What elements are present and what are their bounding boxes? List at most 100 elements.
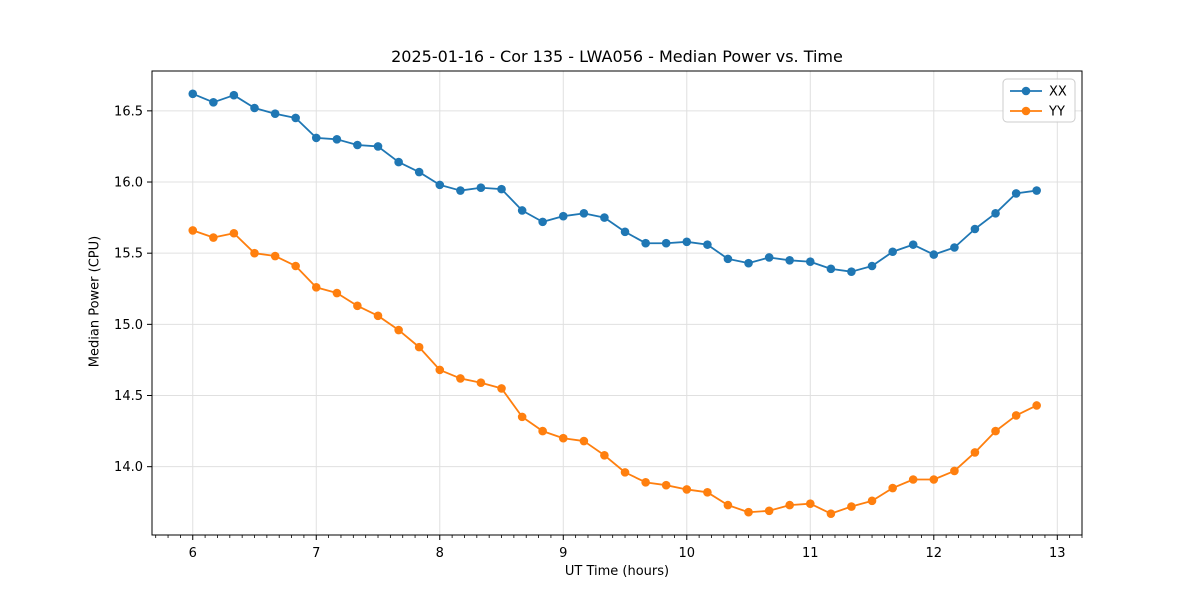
x-tick-label: 12 xyxy=(926,546,943,561)
legend-marker-sample xyxy=(1021,86,1031,96)
series-marker-xx xyxy=(785,256,794,265)
series-marker-xx xyxy=(970,224,980,234)
series-marker-xx xyxy=(497,184,506,194)
series-marker-yy xyxy=(332,288,342,298)
chart-title: 2025-01-16 - Cor 135 - LWA056 - Median P… xyxy=(391,47,843,66)
series-marker-xx xyxy=(188,89,198,99)
series-line-yy xyxy=(192,229,1038,515)
series-marker-xx xyxy=(394,157,403,167)
series-marker-xx xyxy=(703,240,712,249)
series-marker-yy xyxy=(538,426,547,436)
series-marker-xx xyxy=(723,254,733,264)
y-tick-label: 16.0 xyxy=(114,176,143,191)
series-marker-yy xyxy=(908,475,918,484)
series-marker-yy xyxy=(970,448,980,457)
y-tick-label: 16.5 xyxy=(114,104,143,119)
legend-label: YY xyxy=(1048,105,1065,120)
series-marker-yy xyxy=(558,433,568,443)
series-marker-xx xyxy=(538,217,547,227)
legend-label: XX xyxy=(1049,85,1067,100)
series-marker-yy xyxy=(826,509,836,518)
y-tick-label: 14.5 xyxy=(114,389,143,404)
series-marker-xx xyxy=(435,180,445,190)
series-marker-yy xyxy=(950,466,959,476)
x-tick-label: 6 xyxy=(189,546,197,561)
x-tick-label: 8 xyxy=(436,546,444,561)
series-marker-yy xyxy=(229,228,239,238)
series-marker-xx xyxy=(661,238,671,248)
series-marker-yy xyxy=(311,283,321,292)
series-marker-xx xyxy=(373,142,383,151)
series-marker-yy xyxy=(785,500,794,510)
series-marker-yy xyxy=(661,480,671,490)
y-tick-label: 14.0 xyxy=(114,460,143,475)
series-marker-xx xyxy=(250,103,259,113)
series-marker-yy xyxy=(600,450,609,460)
series-marker-yy xyxy=(497,384,506,393)
series-marker-xx xyxy=(867,261,877,271)
series-marker-yy xyxy=(1011,411,1021,420)
series-marker-yy xyxy=(270,251,280,261)
series-marker-xx xyxy=(991,209,1000,218)
y-axis-label: Median Power (CPU) xyxy=(87,235,103,368)
legend-item-yy: YY xyxy=(1010,105,1065,120)
plot-frame xyxy=(151,70,1083,536)
series-marker-yy xyxy=(703,488,712,497)
series-marker-yy xyxy=(476,378,486,388)
series-marker-yy xyxy=(867,496,877,506)
series-marker-yy xyxy=(744,507,753,517)
series-marker-xx xyxy=(847,267,856,276)
legend-marker-sample xyxy=(1021,106,1031,116)
series-marker-xx xyxy=(682,237,692,247)
series-marker-yy xyxy=(805,499,815,508)
x-tick-label: 10 xyxy=(679,546,696,561)
y-tick-label: 15.5 xyxy=(114,247,143,262)
x-tick-label: 9 xyxy=(559,546,567,561)
series-marker-yy xyxy=(188,226,198,235)
series-marker-yy xyxy=(991,426,1000,436)
x-axis-label: UT Time (hours) xyxy=(564,564,670,579)
series-marker-yy xyxy=(353,301,362,311)
series-marker-yy xyxy=(579,436,589,446)
series-marker-yy xyxy=(373,311,383,321)
legend: XX YY xyxy=(1002,78,1076,123)
series-marker-yy xyxy=(435,365,445,375)
series-marker-xx xyxy=(1011,189,1021,198)
series-marker-xx xyxy=(476,183,486,193)
series-marker-yy xyxy=(620,468,630,477)
series-marker-xx xyxy=(270,109,280,118)
series-marker-xx xyxy=(950,243,959,252)
series-marker-yy xyxy=(723,500,733,510)
series-marker-xx xyxy=(311,133,321,143)
series-marker-xx xyxy=(353,140,362,150)
series-marker-xx xyxy=(558,211,568,221)
series-marker-xx xyxy=(929,250,939,259)
series-marker-xx xyxy=(1032,186,1041,195)
series-marker-yy xyxy=(456,374,465,383)
series-marker-yy xyxy=(641,478,650,487)
series-marker-xx xyxy=(826,264,836,274)
series-marker-xx xyxy=(641,238,650,248)
series-marker-xx xyxy=(620,227,630,237)
series-marker-xx xyxy=(209,98,218,107)
series-marker-xx xyxy=(888,247,897,257)
series-marker-xx xyxy=(908,240,918,249)
y-tick-label: 15.0 xyxy=(114,318,143,333)
x-tick-label: 13 xyxy=(1049,546,1066,561)
series-marker-yy xyxy=(847,502,856,511)
series-marker-yy xyxy=(1032,401,1041,410)
series-marker-yy xyxy=(929,475,939,484)
series-marker-yy xyxy=(291,261,300,271)
series-marker-yy xyxy=(250,248,259,258)
series-marker-yy xyxy=(517,412,527,422)
legend-item-xx: XX xyxy=(1010,85,1067,100)
series-marker-xx xyxy=(600,213,609,222)
x-tick-label: 7 xyxy=(312,546,320,561)
series-marker-yy xyxy=(682,485,692,494)
series-marker-xx xyxy=(456,186,465,195)
series-marker-xx xyxy=(764,253,774,262)
series-marker-yy xyxy=(209,233,218,242)
series-marker-yy xyxy=(394,325,403,335)
